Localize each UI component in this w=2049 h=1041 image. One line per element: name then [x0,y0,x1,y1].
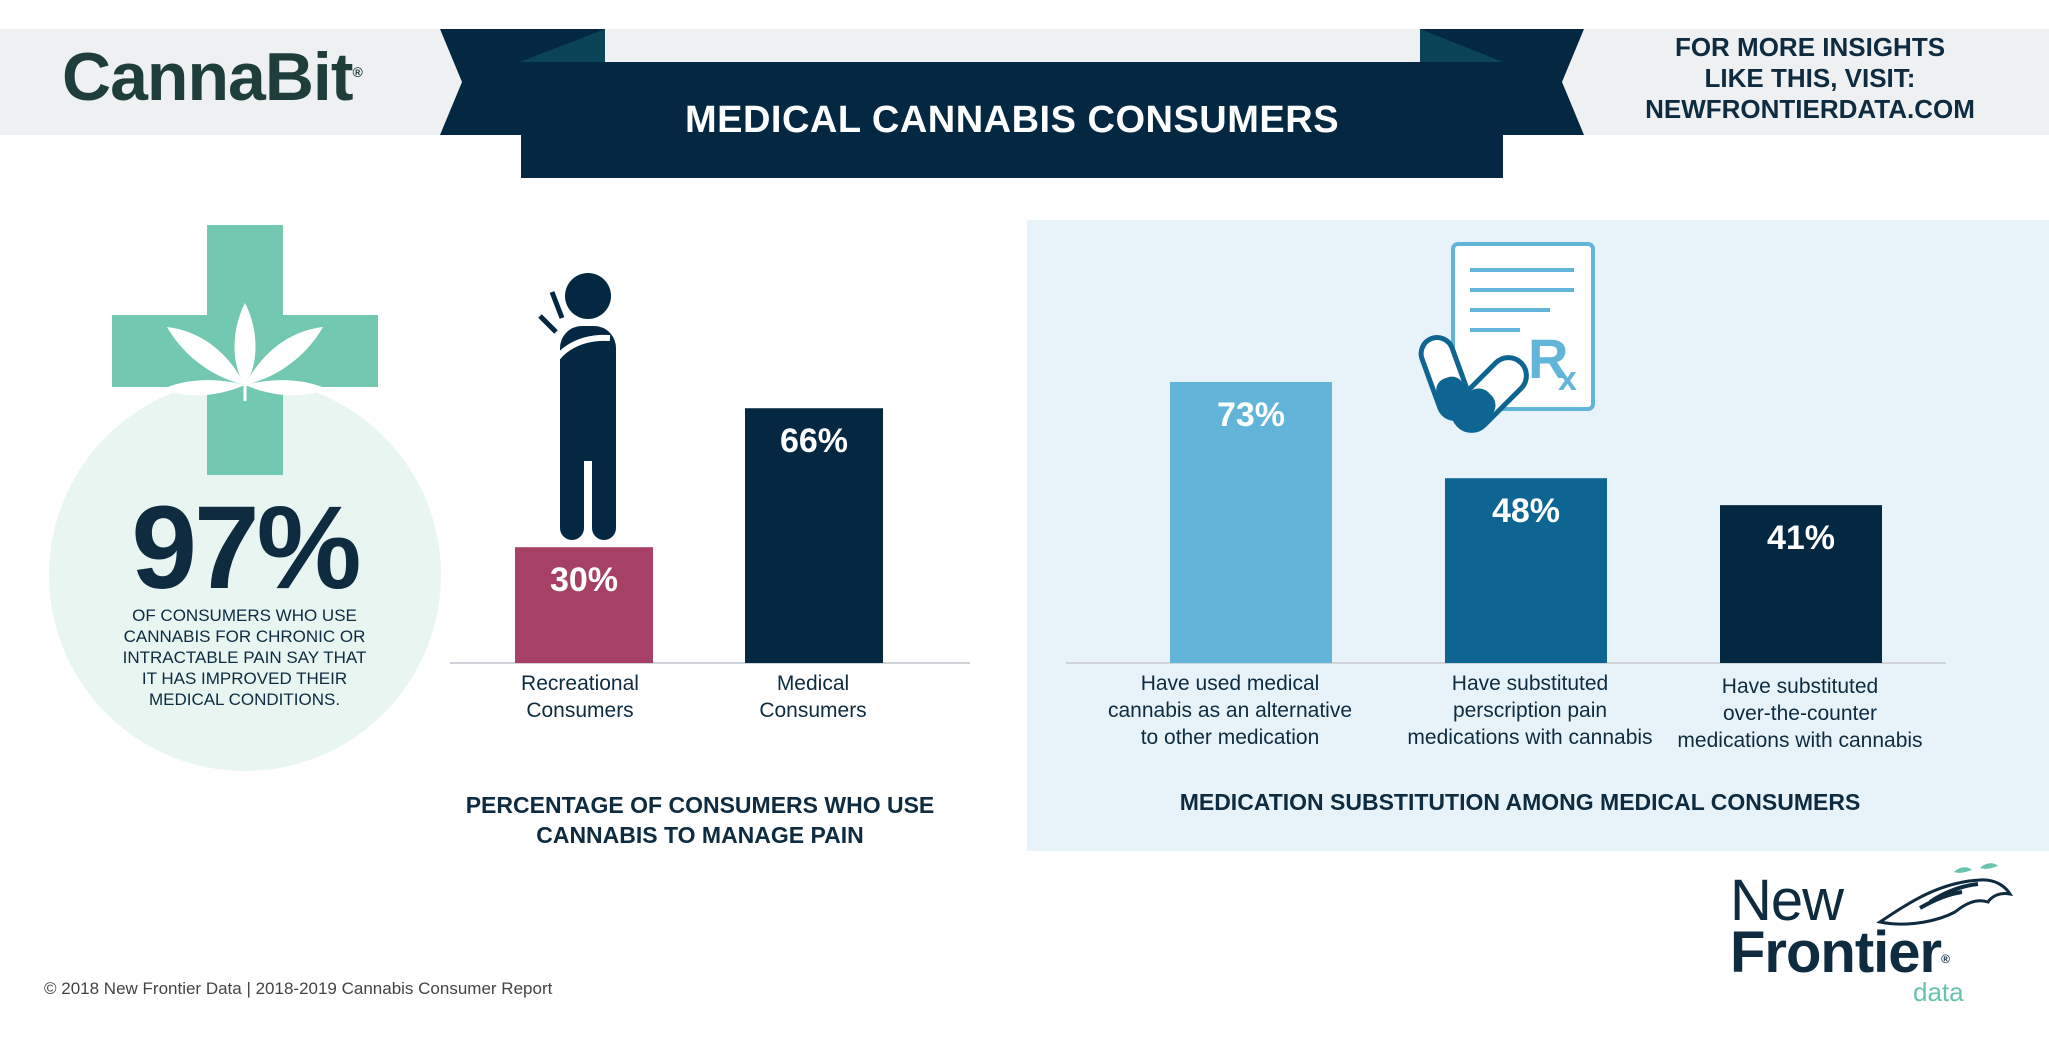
prescription-pills-icon: R x [1418,242,1595,433]
substitution-category-alternative: Have used medical cannabis as an alternat… [1108,672,1352,749]
stat-description: OF CONSUMERS WHO USE CANNABIS FOR CHRONI… [122,606,367,709]
bar-1-0 [1170,381,1332,663]
title-ribbon [440,29,1584,178]
new-frontier-data-logo: New Frontier® data [1730,868,1964,1007]
pain-chart-title: PERCENTAGE OF CONSUMERS WHO USE CANNABIS … [465,792,935,848]
medication-substitution-chart: 73% 48% 41% R x [1066,242,1946,664]
bar-label-1-0: 73% [1217,396,1285,434]
website-link[interactable]: NEWFRONTIERDATA.COM [1645,94,1975,124]
svg-text:x: x [1558,360,1577,398]
substitution-category-otc: Have substituted over-the-counter medicati… [1677,675,1923,752]
bar-0-1 [745,408,883,663]
bar-label-1-2: 41% [1767,519,1835,557]
bar-1-2 [1720,505,1882,663]
svg-text:R: R [1528,327,1568,390]
bar-label-1-1: 48% [1492,492,1560,530]
substitution-category-prescription: Have substituted perscription pain medicat… [1407,672,1653,749]
bar-label-0-0: 30% [550,561,618,599]
pain-management-chart: 30% 66% [450,273,970,664]
person-in-pain-icon [538,273,616,540]
new-frontier-horse-logo-icon [1876,863,2014,926]
bar-0-0 [515,547,653,663]
insights-link-text: FOR MORE INSIGHTS LIKE THIS, VISIT: NEWF… [1610,32,2010,125]
copyright-text: © 2018 New Frontier Data | 2018-2019 Can… [44,979,553,998]
substitution-chart-title: MEDICATION SUBSTITUTION AMONG MEDICAL CO… [1179,789,1861,815]
bar-label-0-1: 66% [780,422,848,460]
page-title: MEDICAL CANNABIS CONSUMERS [684,98,1340,141]
cannabit-logo: CannaBit® [62,39,363,115]
stat-97-percent: 97% [131,482,361,614]
pain-category-recreational: Recreational Consumers [521,672,639,722]
pain-category-medical: Medical Consumers [759,672,867,722]
bar-1-1 [1445,478,1607,663]
medical-cross-cannabis-leaf-icon [49,225,441,771]
